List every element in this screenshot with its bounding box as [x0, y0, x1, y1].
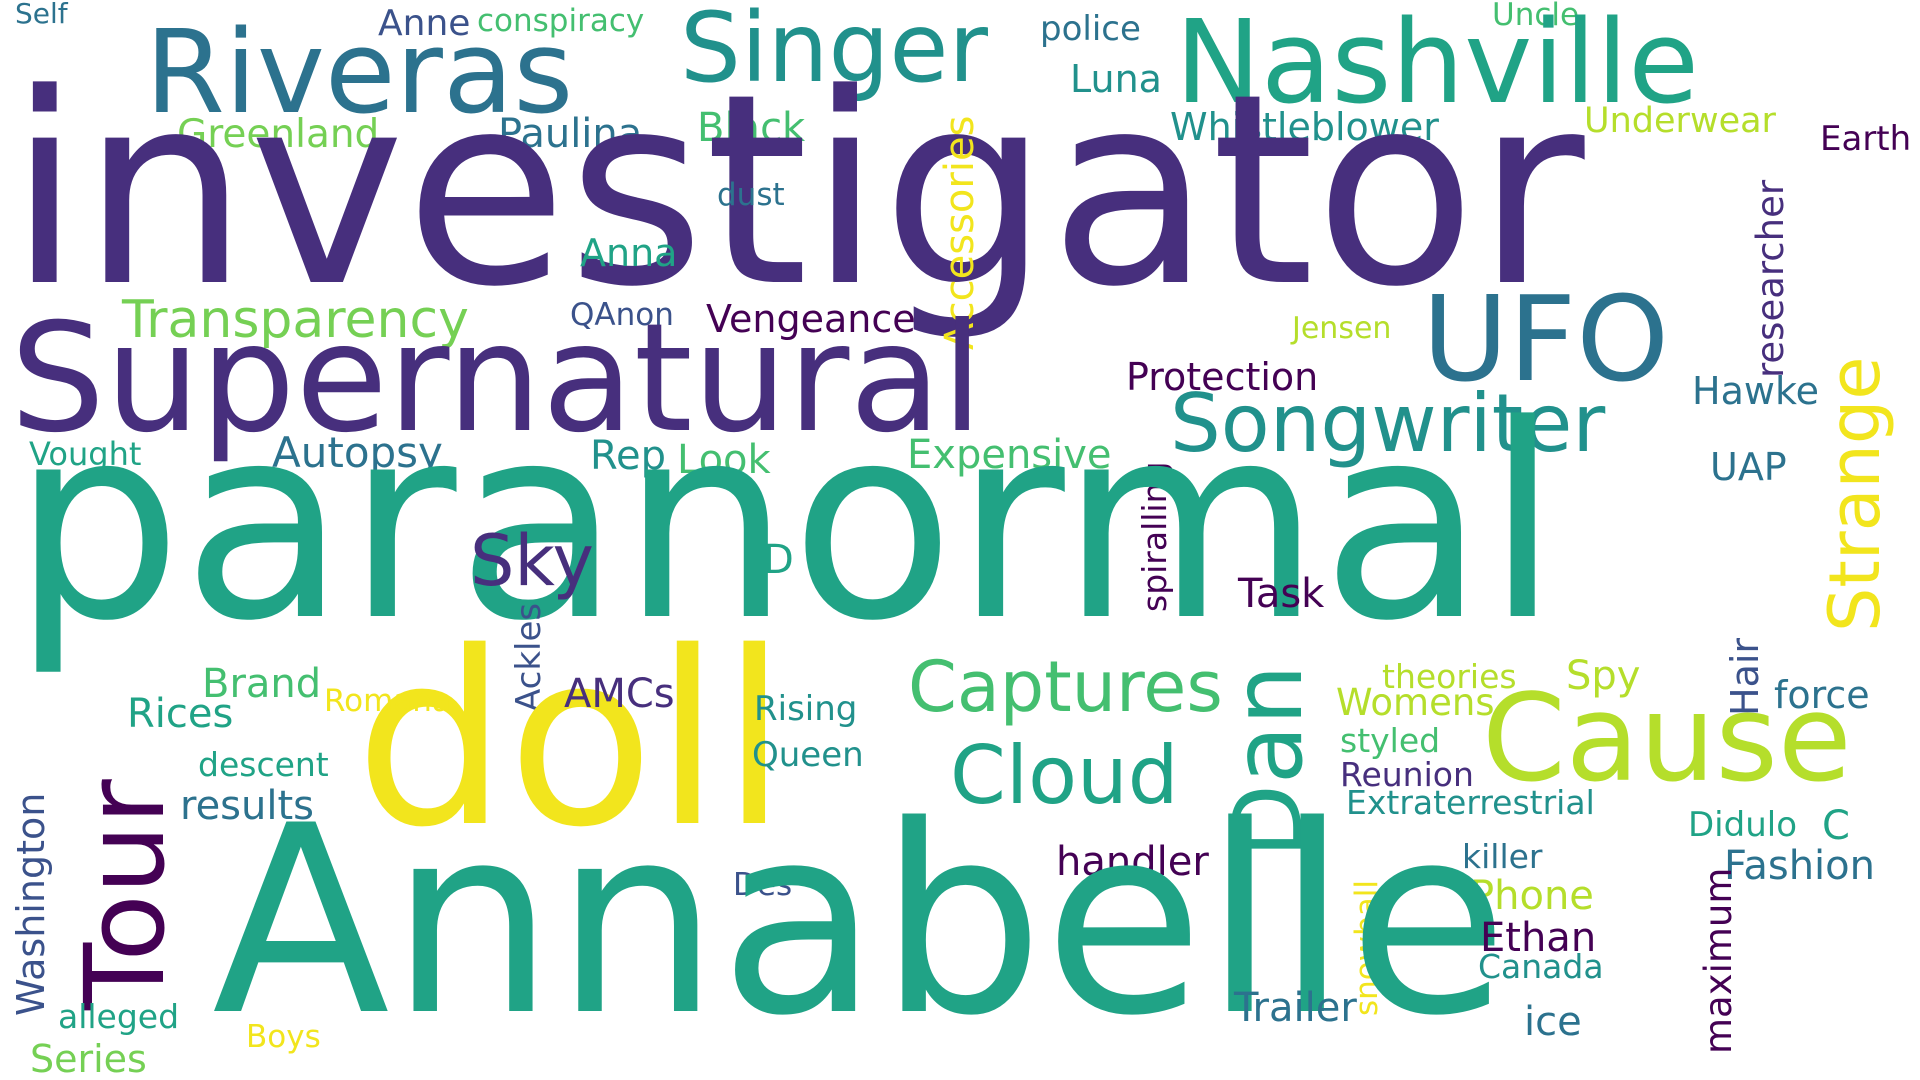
- word-spy: Spy: [1566, 653, 1641, 699]
- word-results: results: [180, 783, 315, 829]
- word-canada: Canada: [1478, 947, 1604, 986]
- word-reunion: Reunion: [1340, 755, 1474, 794]
- word-black: Black: [697, 105, 806, 151]
- word-transparency: Transparency: [122, 290, 469, 350]
- word-alleged: alleged: [58, 997, 180, 1036]
- word-amcs: AMCs: [564, 671, 675, 717]
- word-supernatural: Supernatural: [10, 292, 983, 466]
- word-d: D: [763, 537, 794, 583]
- word-womens: Womens: [1336, 681, 1495, 724]
- word-brand: Brand: [202, 661, 322, 707]
- word-rices: Rices: [127, 691, 234, 737]
- word-singer: Singer: [680, 0, 988, 104]
- word-autopsy: Autopsy: [272, 428, 443, 477]
- word-uap: UAP: [1710, 445, 1787, 489]
- word-queen: Queen: [752, 735, 864, 775]
- word-phone: Phone: [1470, 873, 1594, 919]
- word-rising: Rising: [754, 689, 858, 729]
- word-series: Series: [30, 1037, 147, 1080]
- word-strange: Strange: [1814, 356, 1896, 632]
- word-doll: doll: [355, 600, 788, 880]
- word-washington: Washington: [9, 792, 53, 1016]
- word-trailer: Trailer: [1234, 985, 1357, 1031]
- word-nashville: Nashville: [1175, 0, 1699, 130]
- word-des: Des: [733, 867, 793, 903]
- word-rep: Rep: [590, 433, 666, 479]
- word-vengeance: Vengeance: [706, 297, 916, 341]
- word-tour: Tour: [61, 779, 189, 1010]
- word-ethan: Ethan: [1480, 915, 1597, 961]
- word-earth: Earth: [1820, 119, 1912, 159]
- word-conspiracy: conspiracy: [477, 3, 645, 39]
- word-c: C: [1822, 803, 1850, 849]
- word-jensen: Jensen: [1292, 311, 1392, 346]
- word-whistleblower: Whistleblower: [1170, 105, 1439, 149]
- word-theories: theories: [1382, 657, 1517, 696]
- word-dust: dust: [717, 177, 785, 213]
- word-ice: ice: [1524, 999, 1582, 1045]
- word-paulina: Paulina: [498, 111, 643, 157]
- word-ufo: UFO: [1422, 270, 1670, 408]
- word-anna: Anna: [580, 231, 678, 275]
- word-self: Self: [15, 0, 68, 30]
- word-protection: Protection: [1126, 355, 1319, 399]
- word-expensive: Expensive: [907, 432, 1112, 478]
- word-uncle: Uncle: [1492, 0, 1580, 33]
- word-maximum: maximum: [1697, 867, 1740, 1054]
- word-fashion: Fashion: [1724, 843, 1875, 889]
- word-didulo: Didulo: [1688, 805, 1798, 845]
- word-descent: descent: [198, 745, 329, 784]
- word-police: police: [1040, 9, 1141, 49]
- word-styled: styled: [1340, 721, 1441, 760]
- word-anne: Anne: [378, 3, 471, 44]
- word-hawke: Hawke: [1692, 369, 1819, 413]
- word-extraterrestrial: Extraterrestrial: [1346, 783, 1595, 822]
- word-handler: handler: [1056, 839, 1209, 885]
- word-sky: Sky: [470, 520, 594, 602]
- word-annabelle: Annabelle: [212, 771, 1509, 1073]
- word-boys: Boys: [246, 1019, 321, 1055]
- word-cloud: Cloud: [950, 729, 1179, 822]
- word-cause: Cause: [1482, 670, 1852, 809]
- word-researcher: researcher: [1749, 179, 1792, 378]
- word-killer: killer: [1462, 837, 1543, 876]
- word-luna: Luna: [1070, 57, 1162, 101]
- word-look: Look: [677, 437, 771, 483]
- word-riveras: Riveras: [145, 6, 574, 140]
- word-romana: Romana: [324, 683, 451, 719]
- word-vought: Vought: [29, 435, 142, 473]
- word-songwriter: Songwriter: [1170, 377, 1606, 470]
- word-paranormal: paranormal: [12, 368, 1560, 680]
- word-force: force: [1774, 673, 1870, 717]
- word-task: Task: [1238, 571, 1325, 617]
- word-investigator: investigator: [8, 38, 1585, 345]
- word-underwear: Underwear: [1584, 101, 1776, 141]
- word-captures: Captures: [908, 646, 1223, 728]
- word-greenland: Greenland: [177, 112, 380, 157]
- word-qanon: QAnon: [570, 297, 674, 333]
